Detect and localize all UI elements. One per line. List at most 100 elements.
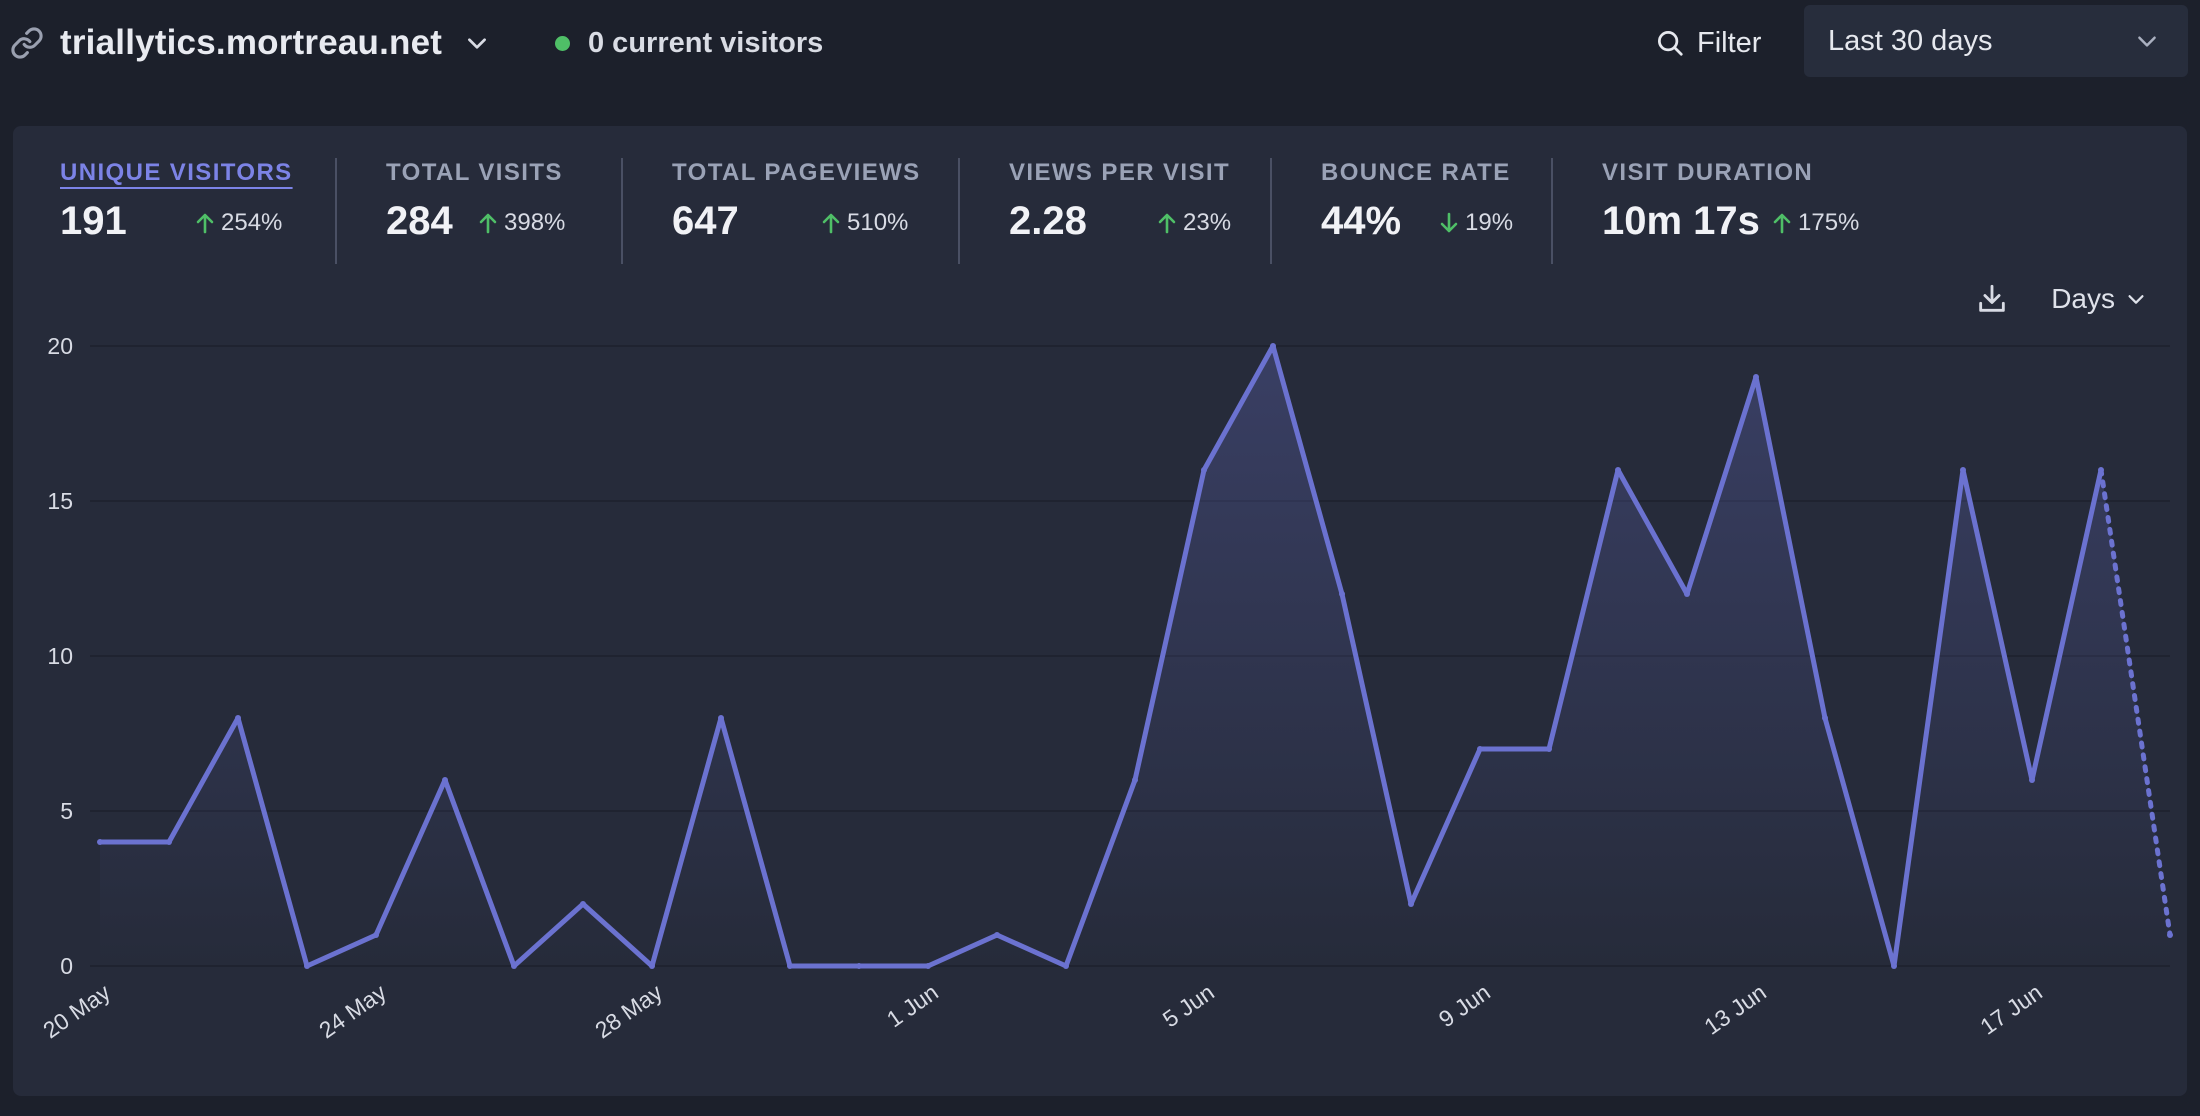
data-point[interactable] (373, 932, 379, 938)
stat-value: 647 (672, 199, 739, 243)
link-icon (11, 27, 43, 59)
data-point[interactable] (580, 901, 586, 907)
x-tick-label: 28 May (590, 979, 667, 1044)
stat-value: 10m 17s (1602, 199, 1760, 243)
stat-change-value: 510% (847, 209, 909, 236)
stat-change: 398% (478, 209, 565, 237)
x-tick-label: 20 May (38, 979, 115, 1044)
site-domain: triallytics.mortreau.net (60, 23, 443, 62)
data-point[interactable] (856, 963, 862, 969)
stat-change-value: 19% (1465, 209, 1514, 236)
data-point[interactable] (2029, 777, 2035, 783)
search-icon (1658, 31, 1683, 56)
current-visitors-label: 0 current visitors (588, 26, 824, 59)
data-point[interactable] (1477, 746, 1483, 752)
series-line (97, 343, 2104, 969)
stat-divider (1551, 158, 1553, 264)
y-tick-label: 5 (60, 798, 73, 824)
y-tick-label: 20 (47, 333, 73, 359)
data-point[interactable] (718, 715, 724, 721)
stat-divider (1270, 158, 1272, 264)
stat-value: 191 (60, 199, 127, 243)
x-tick-label: 17 Jun (1975, 979, 2046, 1040)
stat-change-value: 175% (1798, 209, 1860, 236)
current-visitors[interactable]: 0 current visitors (555, 18, 823, 68)
stat-change-value: 254% (221, 209, 283, 236)
data-point[interactable] (1822, 715, 1828, 721)
data-point[interactable] (2098, 467, 2104, 473)
chevron-down-icon (2138, 36, 2156, 47)
arrow-up-icon (479, 213, 497, 234)
stat-change: 23% (1157, 209, 1231, 237)
y-tick-label: 15 (47, 488, 73, 514)
data-point[interactable] (1615, 467, 1621, 473)
stat-label: TOTAL PAGEVIEWS (672, 159, 921, 186)
y-tick-label: 0 (60, 953, 73, 979)
interval-label: Days (2051, 283, 2115, 314)
chevron-down-icon (468, 38, 487, 49)
x-tick-label: 5 Jun (1158, 979, 1219, 1033)
stat-value: 284 (386, 199, 453, 243)
top-bar: triallytics.mortreau.net 0 current visit… (0, 0, 2200, 86)
filter-label: Filter (1697, 26, 1762, 59)
arrow-down-icon (1440, 212, 1458, 233)
stat-label: VIEWS PER VISIT (1009, 159, 1231, 186)
y-tick-label: 10 (47, 643, 73, 669)
stat-label: VISIT DURATION (1602, 159, 1814, 186)
arrow-up-icon (822, 213, 840, 234)
data-point[interactable] (304, 963, 310, 969)
data-point[interactable] (1201, 467, 1207, 473)
period-picker[interactable]: Last 30 days (1804, 5, 2188, 77)
visitors-chart[interactable]: 0 5 10 15 20 20 May 24 May 28 May 1 Jun 5 Jun 9 Ju… (13, 126, 2187, 1096)
stat-change: 510% (821, 209, 908, 237)
interval-picker[interactable]: Days (2051, 283, 2147, 315)
data-point[interactable] (235, 715, 241, 721)
data-point[interactable] (1960, 467, 1966, 473)
series-area (100, 346, 2170, 966)
stat-change-value: 23% (1183, 209, 1232, 236)
stat-label: BOUNCE RATE (1321, 159, 1511, 186)
site-switcher[interactable]: triallytics.mortreau.net (10, 18, 490, 68)
data-point[interactable] (442, 777, 448, 783)
data-point[interactable] (1684, 591, 1690, 597)
data-point[interactable] (1891, 963, 1897, 969)
stat-change: 19% (1439, 209, 1513, 237)
x-tick-label: 1 Jun (882, 979, 943, 1033)
data-point[interactable] (511, 963, 517, 969)
chevron-down-icon (2128, 295, 2144, 304)
data-point[interactable] (2167, 932, 2173, 938)
filter-button[interactable]: Filter (1655, 18, 1761, 68)
x-tick-label: 24 May (314, 979, 391, 1044)
data-point[interactable] (1546, 746, 1552, 752)
data-point[interactable] (649, 963, 655, 969)
data-point[interactable] (1408, 901, 1414, 907)
stat-label: TOTAL VISITS (386, 159, 563, 186)
arrow-up-icon (1773, 213, 1791, 234)
data-point[interactable] (787, 963, 793, 969)
x-tick-label: 9 Jun (1434, 979, 1495, 1033)
stat-value: 2.28 (1009, 199, 1087, 243)
stat-divider (621, 158, 623, 264)
arrow-up-icon (1158, 213, 1176, 234)
data-point[interactable] (1132, 777, 1138, 783)
stat-divider (958, 158, 960, 264)
stat-label: UNIQUE VISITORS (60, 159, 293, 186)
chart-tools: Days (1975, 274, 2147, 324)
x-tick-label: 13 Jun (1699, 979, 1770, 1040)
stat-change-value: 398% (504, 209, 566, 236)
live-dot-icon (555, 35, 570, 51)
period-selected: Last 30 days (1828, 24, 1993, 57)
data-point[interactable] (97, 839, 103, 845)
data-point[interactable] (1753, 374, 1759, 380)
data-point[interactable] (1270, 343, 1276, 349)
data-point[interactable] (166, 839, 172, 845)
stat-change: 254% (195, 209, 282, 237)
series-line-incomplete (2098, 467, 2173, 938)
download-icon[interactable] (1975, 282, 2009, 316)
data-point[interactable] (1063, 963, 1069, 969)
data-point[interactable] (925, 963, 931, 969)
data-point[interactable] (1339, 591, 1345, 597)
stat-value: 44% (1321, 199, 1402, 243)
arrow-up-icon (196, 213, 214, 234)
data-point[interactable] (994, 932, 1000, 938)
